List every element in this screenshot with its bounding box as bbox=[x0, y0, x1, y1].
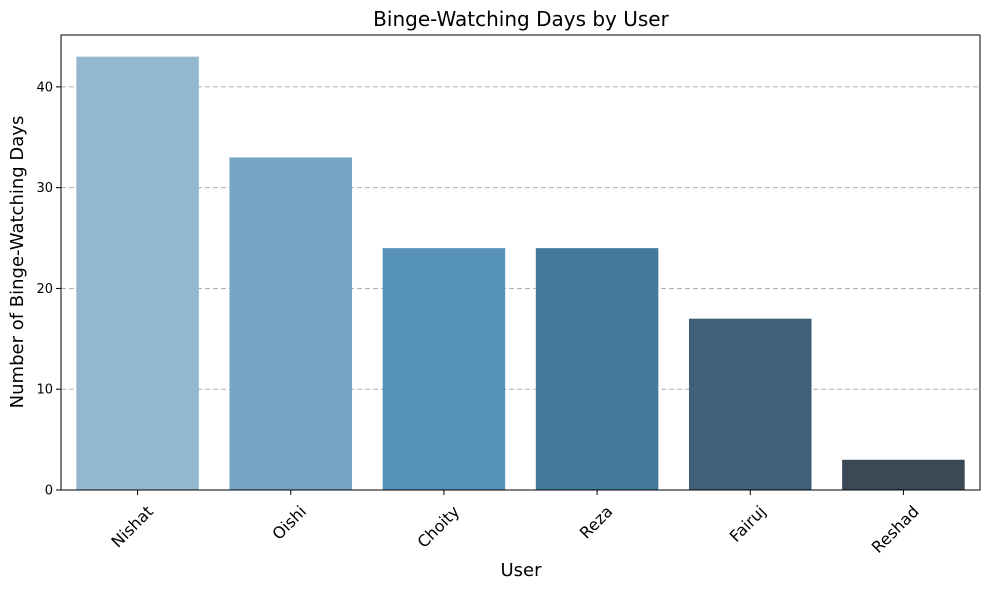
x-tick-label: Fairuj bbox=[726, 502, 770, 546]
y-axis-ticks: 0 10 20 30 40 bbox=[36, 80, 61, 499]
bar-reshad bbox=[842, 459, 965, 490]
bar-nishat bbox=[76, 56, 199, 491]
chart-title: Binge-Watching Days by User bbox=[373, 7, 669, 31]
y-tick-label: 20 bbox=[36, 282, 53, 297]
x-tick-label: Choity bbox=[414, 502, 464, 552]
grid-lines bbox=[61, 86, 980, 390]
plot-frame bbox=[60, 34, 981, 491]
x-tick-label: Oishi bbox=[268, 502, 310, 544]
x-tick-label: Reshad bbox=[868, 502, 923, 557]
x-axis-ticks: Nishat Oishi Choity Reza Fairuj Reshad bbox=[107, 490, 923, 557]
y-tick-label: 0 bbox=[45, 484, 53, 499]
bar-fairuj bbox=[688, 318, 812, 490]
y-tick-label: 40 bbox=[36, 80, 53, 95]
y-tick-label: 10 bbox=[36, 383, 53, 398]
bar-reza bbox=[535, 248, 659, 490]
x-axis-label: User bbox=[500, 560, 542, 581]
y-axis-label: Number of Binge-Watching Days bbox=[7, 116, 28, 409]
bars bbox=[76, 56, 965, 491]
x-tick-label: Nishat bbox=[107, 502, 156, 551]
y-tick-label: 30 bbox=[36, 181, 53, 196]
x-tick-label: Reza bbox=[576, 502, 617, 543]
bar-choity bbox=[382, 248, 506, 490]
bar-oishi bbox=[229, 157, 353, 490]
